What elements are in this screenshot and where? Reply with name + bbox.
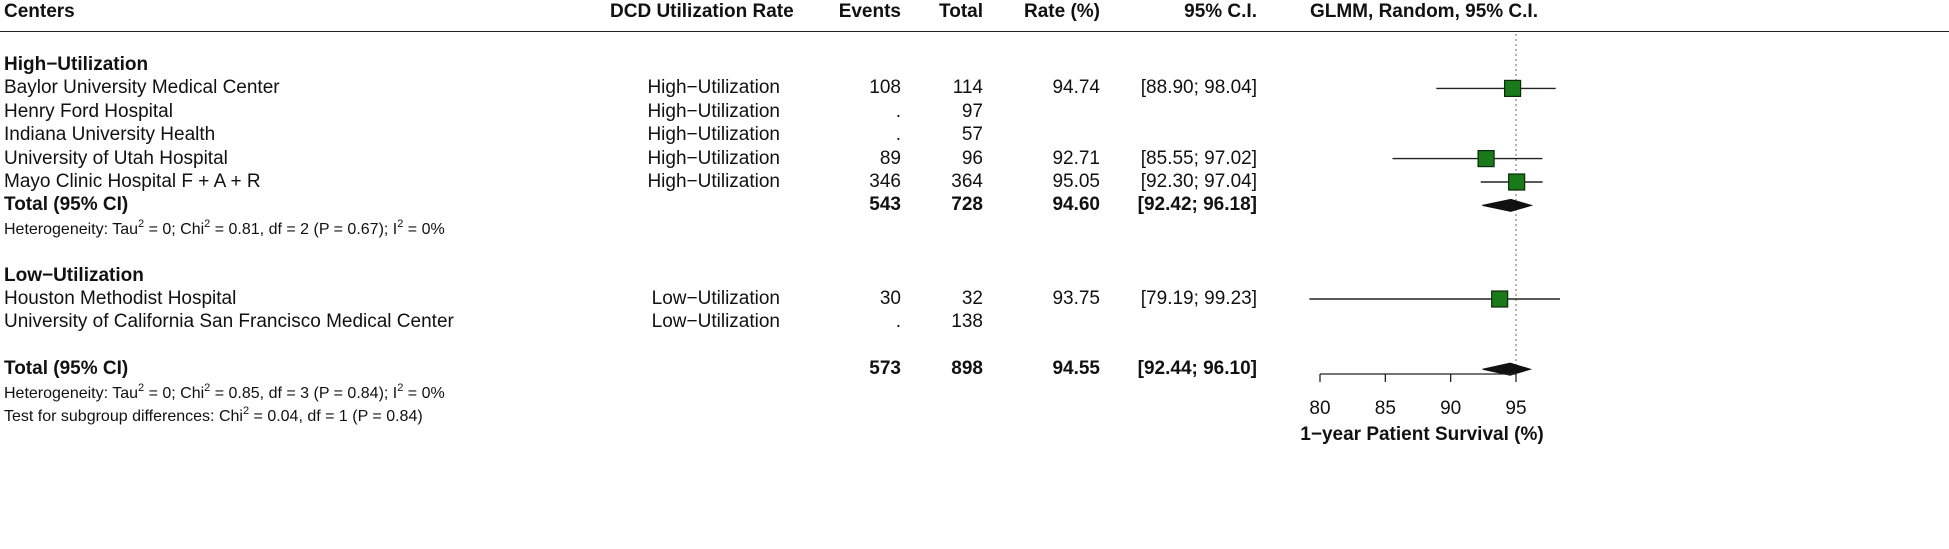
pooled-diamond (1482, 198, 1534, 212)
study-total: 728 (951, 194, 983, 216)
study-center: University of California San Francisco M… (4, 311, 454, 333)
header-plot: GLMM, Random, 95% C.I. (1309, 1, 1538, 22)
study-center: Mayo Clinic Hospital F + A + R (4, 171, 261, 192)
study-utilization-rate: High−Utilization (647, 100, 780, 122)
study-point-square (1504, 79, 1522, 98)
study-events: 543 (869, 194, 901, 216)
study-total: 364 (951, 171, 983, 192)
study-ci: [88.90; 98.04] (1140, 77, 1257, 99)
study-total: 96 (961, 147, 983, 169)
study-center: Indiana University Health (4, 124, 216, 146)
study-point-square (1508, 173, 1526, 191)
study-events: 108 (869, 77, 901, 99)
subgroup-heading: High−Utilization (4, 54, 149, 75)
study-center: Baylor University Medical Center (4, 77, 280, 99)
heterogeneity-statistics: Heterogeneity: Tau2 = 0; Chi2 = 0.85, df… (4, 381, 445, 402)
x-tick-label: 90 (1440, 398, 1461, 419)
study-events: 89 (879, 147, 901, 169)
x-tick-label: 85 (1375, 398, 1396, 419)
header-ci: 95% C.I. (1184, 1, 1257, 22)
study-total: 97 (961, 100, 983, 122)
study-events: . (895, 311, 901, 333)
study-point-square (1477, 150, 1495, 168)
study-events: . (895, 100, 901, 122)
x-tick-label: 95 (1505, 398, 1526, 419)
study-total: 57 (961, 124, 983, 146)
header-events: Events (838, 1, 901, 22)
header-rate-group: DCD Utilization Rate (610, 1, 794, 22)
study-total: 898 (951, 358, 983, 380)
study-rate: 93.75 (1052, 288, 1100, 309)
study-utilization-rate: Low−Utilization (651, 288, 780, 309)
study-utilization-rate: High−Utilization (647, 171, 780, 192)
study-ci: [92.30; 97.04] (1140, 171, 1257, 192)
study-ci: [85.55; 97.02] (1140, 147, 1257, 169)
study-center: University of Utah Hospital (4, 147, 228, 169)
study-rate: 95.05 (1052, 171, 1100, 192)
study-rate: 92.71 (1052, 147, 1100, 169)
subgroup-heading: Low−Utilization (4, 264, 144, 286)
study-total: 138 (951, 311, 983, 333)
study-utilization-rate: High−Utilization (647, 77, 780, 99)
study-ci: [92.44; 96.10] (1137, 358, 1257, 380)
x-axis-label: 1−year Patient Survival (%) (1300, 424, 1543, 445)
study-utilization-rate: Low−Utilization (651, 311, 780, 333)
pooled-diamond (1482, 362, 1533, 376)
heterogeneity-statistics: Test for subgroup differences: Chi2 = 0.… (4, 405, 423, 426)
header-total: Total (939, 1, 983, 22)
pooled-total-label: Total (95% CI) (4, 358, 129, 380)
pooled-total-label: Total (95% CI) (4, 194, 129, 216)
study-events: 573 (869, 358, 901, 380)
study-point-square (1491, 290, 1509, 308)
header-centers: Centers (4, 1, 75, 22)
header-rule (0, 31, 1949, 32)
study-rate: 94.74 (1052, 77, 1100, 99)
study-center: Henry Ford Hospital (4, 100, 173, 122)
study-events: 346 (869, 171, 901, 192)
study-events: 30 (879, 288, 901, 309)
study-total: 32 (961, 288, 983, 309)
heterogeneity-statistics: Heterogeneity: Tau2 = 0; Chi2 = 0.81, df… (4, 217, 445, 238)
study-rate: 94.60 (1052, 194, 1100, 216)
study-ci: [92.42; 96.18] (1137, 194, 1257, 216)
header-rate: Rate (%) (1023, 1, 1100, 22)
x-tick-label: 80 (1309, 398, 1330, 419)
study-ci: [79.19; 99.23] (1140, 288, 1257, 309)
study-utilization-rate: High−Utilization (647, 147, 780, 169)
study-total: 114 (952, 77, 983, 99)
study-center: Houston Methodist Hospital (4, 288, 237, 309)
study-events: . (895, 124, 901, 146)
study-utilization-rate: High−Utilization (647, 124, 780, 146)
study-rate: 94.55 (1052, 358, 1100, 380)
